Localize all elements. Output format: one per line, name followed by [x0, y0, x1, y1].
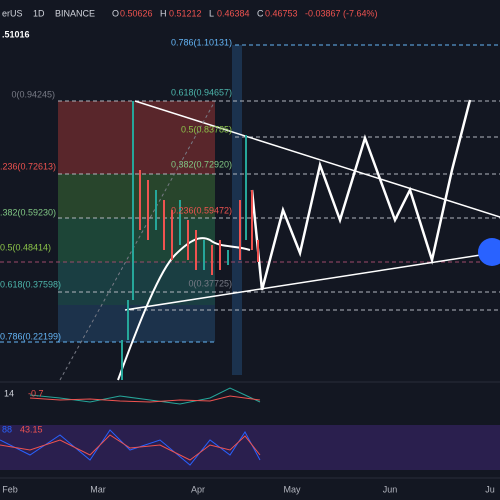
- header-c-label: C: [257, 8, 264, 18]
- header-o-label: O: [112, 8, 119, 18]
- header-h-label: H: [160, 8, 167, 18]
- fib-label: 0.5(0.48414): [0, 242, 51, 252]
- fib-label: 0.618(0.94657): [171, 87, 232, 97]
- x-tick-label: Apr: [191, 484, 205, 494]
- price-label: .51016: [2, 29, 30, 39]
- fib-label: .382(0.59230): [0, 207, 56, 217]
- fib-label: 0.786(0.22199): [0, 331, 61, 341]
- rsi-value-a: 88: [2, 424, 12, 434]
- x-tick-label: Feb: [2, 484, 18, 494]
- indicator-value: -0.7: [28, 388, 44, 398]
- fib-label: 0(0.94245): [11, 89, 55, 99]
- x-tick-label: Jun: [383, 484, 398, 494]
- indicator-signal: [29, 395, 261, 403]
- fib-label: 0.236(0.59472): [171, 205, 232, 215]
- fib-label: 0.382(0.72920): [171, 159, 232, 169]
- fib-label: 0.786(1.10131): [171, 37, 232, 47]
- fib-label: .236(0.72613): [0, 161, 56, 171]
- rsi-band: [0, 425, 500, 470]
- header-high: 0.51212: [169, 8, 202, 18]
- x-tick-label: Ju: [485, 484, 495, 494]
- candles: [121, 101, 259, 380]
- header-close: 0.46753: [265, 8, 298, 18]
- rsi-signal: [0, 434, 261, 461]
- drawings: [59, 99, 500, 381]
- x-tick-label: May: [283, 484, 301, 494]
- header-low: 0.46384: [217, 8, 250, 18]
- indicator-length: 14: [4, 388, 14, 398]
- header-symbol: erUS: [2, 8, 23, 18]
- header-exchange: BINANCE: [55, 8, 95, 18]
- header-interval: 1D: [33, 8, 45, 18]
- header-open: 0.50626: [120, 8, 153, 18]
- header-l-label: L: [209, 8, 214, 18]
- x-tick-label: Mar: [90, 484, 106, 494]
- header-change: -0.03867 (-7.64%): [305, 8, 378, 18]
- fib-label: 0(0.37725): [188, 278, 232, 288]
- level-lines: [0, 44, 500, 343]
- rsi-value-b: 43.15: [20, 424, 43, 434]
- fib-label: 0.618(0.37598): [0, 279, 61, 289]
- rsi-line: [0, 429, 261, 466]
- play-button[interactable]: [478, 238, 500, 266]
- fib-label: 0.5(0.83785): [181, 124, 232, 134]
